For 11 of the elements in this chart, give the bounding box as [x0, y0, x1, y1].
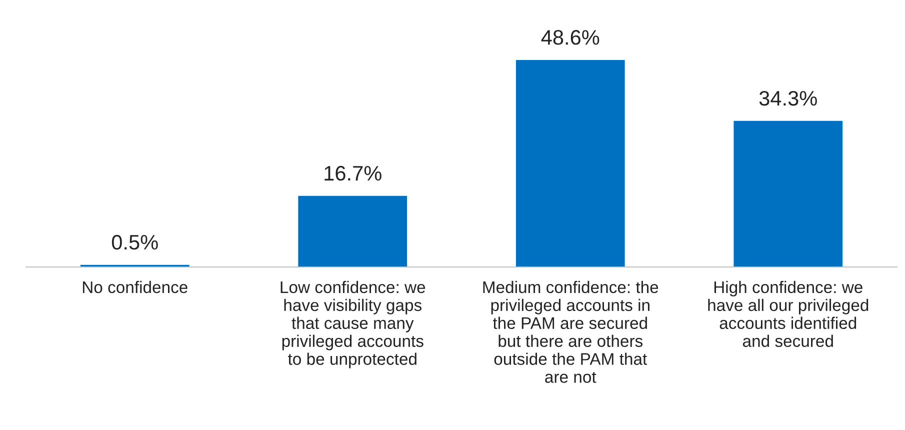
bar — [734, 120, 843, 267]
data-label: 0.5% — [112, 234, 158, 250]
x-tick-label: Medium confidence: the privileged accounts in the PAM are secured but there are others outside the PAM that are not — [483, 280, 658, 383]
bar — [298, 196, 408, 267]
data-label: 16.7% — [324, 166, 382, 181]
data-label: 34.3% — [759, 90, 817, 106]
x-tick-label: Low confidence: we have visibility gaps that cause many privileged accounts to be unprotected — [280, 280, 426, 368]
data-label: 48.6% — [541, 30, 600, 45]
x-tick-label: No confidence — [82, 280, 188, 294]
bar — [516, 60, 625, 267]
x-tick-label: High confidence: we have all our privileged accounts identified and secured — [708, 280, 868, 347]
